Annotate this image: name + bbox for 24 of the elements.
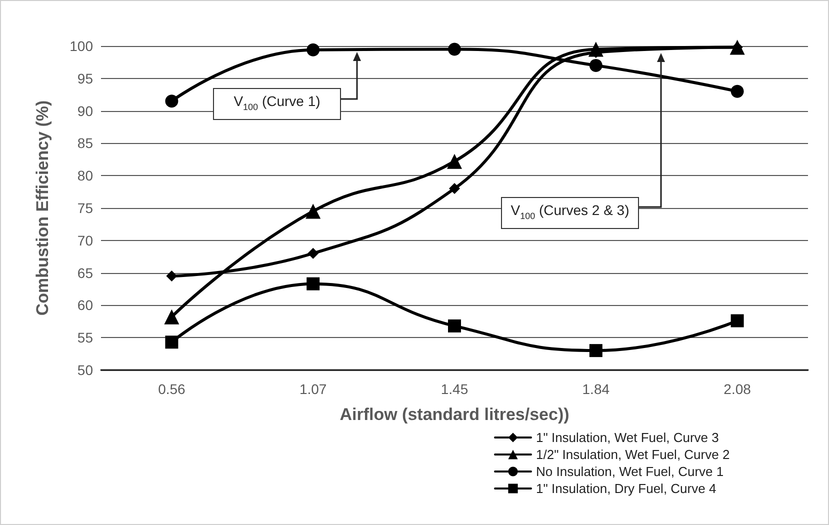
y-tick-label: 50 xyxy=(77,362,94,378)
legend-label: No Insulation, Wet Fuel, Curve 1 xyxy=(536,464,724,479)
y-tick-label: 75 xyxy=(77,200,94,216)
annotation: V$_{100}$ (Curves 2 & 3) xyxy=(501,197,639,229)
x-tick-label: 1.45 xyxy=(440,381,468,397)
y-tick-label: 85 xyxy=(77,135,94,152)
y-tick-label: 95 xyxy=(77,70,94,86)
y-tick-label: 60 xyxy=(77,297,94,314)
x-tick-label: 0.56 xyxy=(158,381,186,397)
y-tick-label: 100 xyxy=(70,38,94,54)
y-tick-label: 55 xyxy=(77,330,94,346)
legend-label: 1" Insulation, Wet Fuel, Curve 3 xyxy=(536,430,719,445)
y-tick-label: 90 xyxy=(77,102,94,119)
x-axis-title: Airflow (standard litres/sec)) xyxy=(340,405,570,424)
y-tick-label: 65 xyxy=(77,264,94,281)
legend-label: 1/2" Insulation, Wet Fuel, Curve 2 xyxy=(536,447,730,462)
x-tick-label: 2.08 xyxy=(724,381,752,397)
annotation: V$_{100}$ (Curve 1) xyxy=(213,88,341,120)
x-tick-label: 1.07 xyxy=(299,381,327,397)
y-axis-title: Combustion Efficiency (%) xyxy=(33,100,52,316)
y-tick-label: 70 xyxy=(77,232,94,248)
legend-label: 1" Insulation, Dry Fuel, Curve 4 xyxy=(536,481,716,496)
x-tick-label: 1.84 xyxy=(582,381,610,397)
y-tick-label: 80 xyxy=(77,168,94,184)
